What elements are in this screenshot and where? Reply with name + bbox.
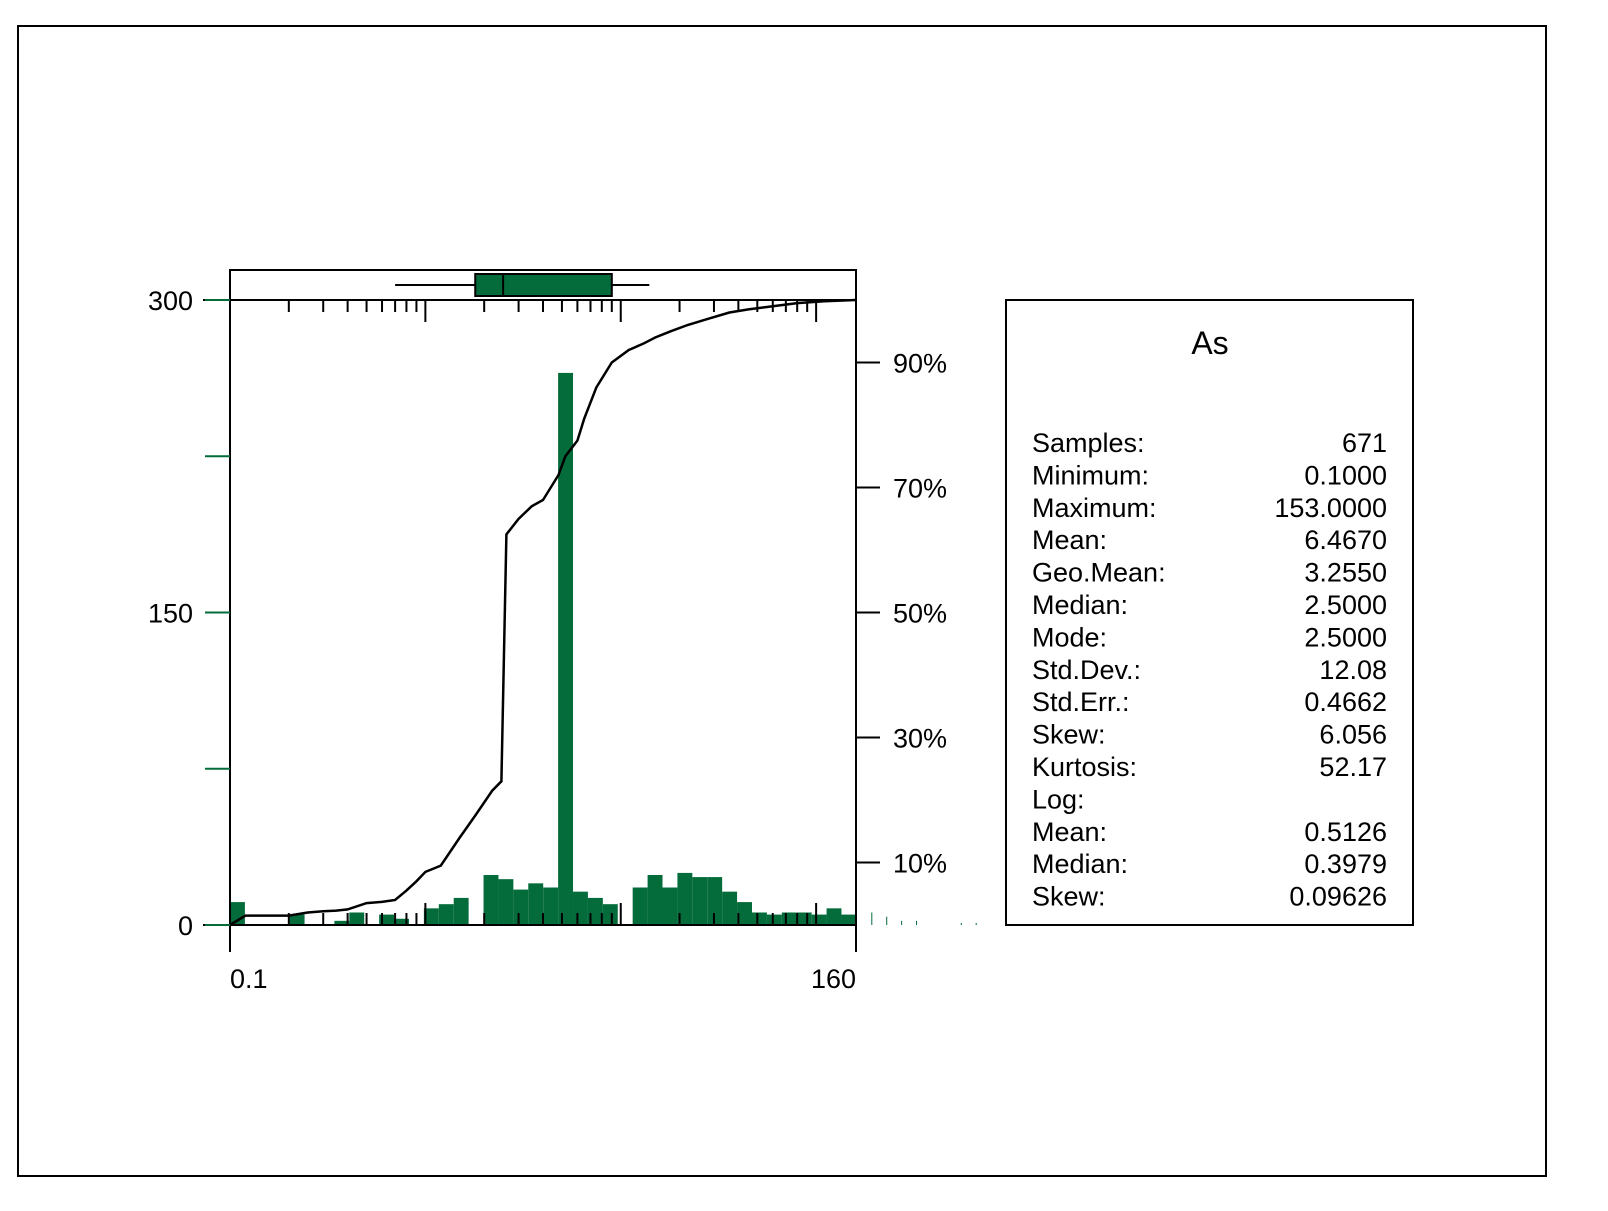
cumulative-curve [229, 298, 857, 927]
histogram-bar [379, 914, 395, 925]
histogram-bar [871, 912, 873, 925]
x-tick-label-max: 160 [811, 964, 856, 994]
stat-value: 6.4670 [1304, 525, 1387, 555]
stats-panel [1005, 299, 1414, 926]
histogram-bar [916, 920, 918, 925]
histogram-bars [230, 372, 977, 926]
figure-frame [17, 25, 1547, 1177]
left-y-tick-label: 300 [148, 286, 193, 316]
histogram-bar [602, 904, 618, 925]
stat-value: 2.5000 [1304, 590, 1387, 620]
histogram-bar [662, 887, 678, 925]
histogram-bar [453, 897, 469, 925]
stats-table: Samples: 671 Minimum: 0.1000 Maximum: 153.000… [1032, 428, 1387, 912]
stat-value: 52.17 [1319, 752, 1387, 782]
histogram-bar [677, 872, 693, 925]
histogram-bar [707, 877, 723, 925]
right-y-axis: 10% 30% 50% 70% 90% [856, 349, 947, 879]
histogram-bar [960, 922, 962, 925]
stats-title: As [1191, 325, 1228, 361]
stat-label: Log: [1032, 784, 1085, 814]
histogram-bar [751, 912, 767, 925]
stat-value: 6.056 [1319, 720, 1387, 750]
stat-label: Std.Err.: [1032, 687, 1130, 717]
stat-label: Mean: [1032, 817, 1107, 847]
histogram-bar [334, 920, 350, 925]
stat-label: Kurtosis: [1032, 752, 1137, 782]
histogram-bar [826, 908, 842, 925]
stat-value: 153.0000 [1274, 493, 1387, 523]
histogram-bar [558, 372, 574, 926]
stat-label: Skew: [1032, 882, 1106, 912]
stat-value: 671 [1342, 428, 1387, 458]
histogram-bar [811, 914, 827, 925]
stat-label: Samples: [1032, 428, 1145, 458]
histogram-bar [722, 891, 738, 925]
stat-label: Median: [1032, 590, 1128, 620]
histogram-bar [796, 912, 812, 925]
x-log-ticks [287, 300, 818, 925]
x-tick-label-min: 0.1 [230, 964, 268, 994]
right-y-tick-label: 10% [893, 849, 947, 879]
histogram-bar [528, 883, 544, 925]
boxplot-box [474, 273, 613, 297]
histogram-bar [573, 891, 588, 925]
stat-label: Geo.Mean: [1032, 558, 1166, 588]
stat-label: Std.Dev.: [1032, 655, 1141, 685]
histogram-bar [766, 914, 782, 925]
histogram-bar [394, 918, 409, 925]
stat-value: 2.5000 [1304, 622, 1387, 652]
histogram-bar [498, 879, 514, 925]
histogram-bar [349, 912, 365, 925]
histogram-bar [438, 904, 454, 925]
stat-label: Mode: [1032, 622, 1107, 652]
histogram-bar [692, 877, 708, 925]
stat-value: 0.09626 [1289, 882, 1387, 912]
stat-label: Skew: [1032, 720, 1106, 750]
stat-label: Maximum: [1032, 493, 1157, 523]
histogram-bar [289, 914, 305, 925]
stat-value: 0.3979 [1304, 849, 1387, 879]
histogram-bar [647, 875, 663, 925]
histogram-bar [737, 902, 752, 925]
histogram-bar [483, 875, 499, 925]
stat-value: 3.2550 [1304, 558, 1387, 588]
stat-value: 0.4662 [1304, 687, 1387, 717]
histogram-bar [975, 922, 977, 925]
stat-label: Mean: [1032, 525, 1107, 555]
boxplot [395, 273, 650, 297]
histogram-bar [587, 897, 603, 925]
histogram-bar [423, 908, 439, 925]
left-y-tick-label: 0 [178, 911, 193, 941]
histogram-bar [513, 889, 529, 925]
right-y-tick-label: 50% [893, 599, 947, 629]
histogram-bar [632, 887, 648, 925]
left-y-tick-label: 150 [148, 599, 193, 629]
histogram-bar [901, 920, 903, 925]
right-y-tick-label: 70% [893, 474, 947, 504]
histogram-bar [781, 912, 797, 925]
right-y-tick-label: 90% [893, 349, 947, 379]
stat-label: Median: [1032, 849, 1128, 879]
stat-value: 12.08 [1319, 655, 1387, 685]
histogram-bar [841, 914, 856, 925]
histogram-bar [543, 887, 559, 925]
left-y-axis: 0 150 300 [148, 286, 230, 941]
right-y-tick-label: 30% [893, 724, 947, 754]
histogram-bar [886, 916, 888, 925]
stat-value: 0.5126 [1304, 817, 1387, 847]
stat-label: Minimum: [1032, 460, 1149, 490]
stat-value: 0.1000 [1304, 460, 1387, 490]
